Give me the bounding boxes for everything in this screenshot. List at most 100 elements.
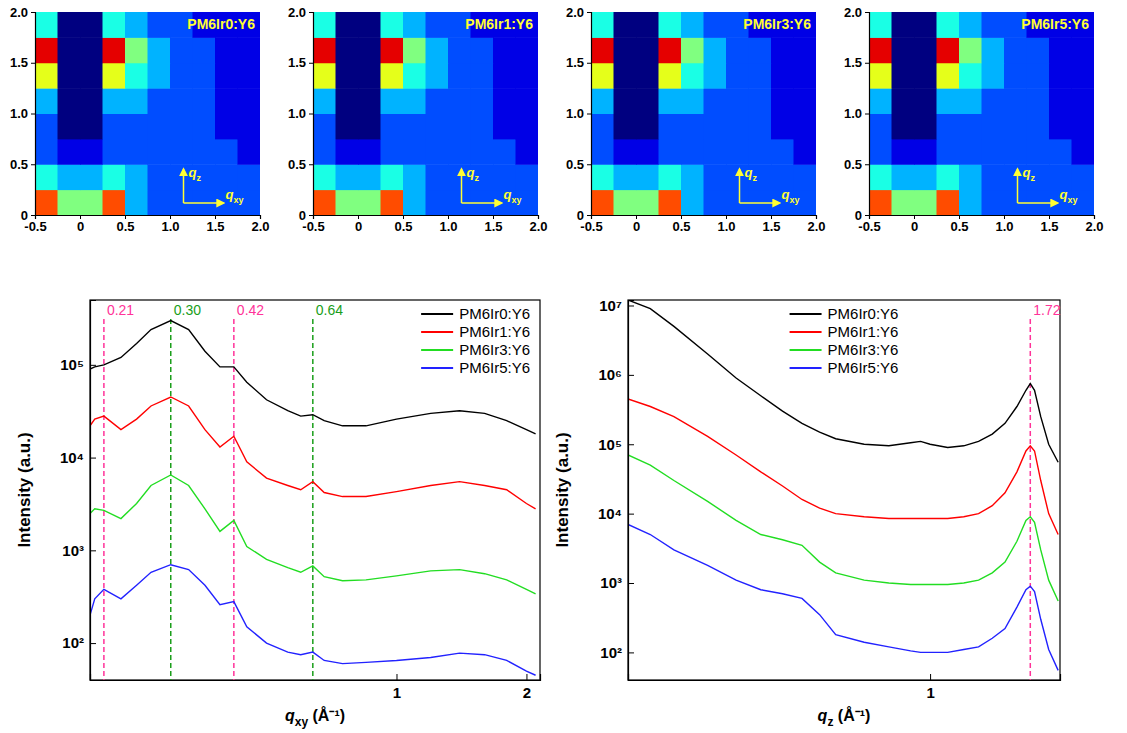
heatmap-cell xyxy=(125,190,148,215)
y-axis-line xyxy=(629,301,635,681)
heatmap-cell xyxy=(869,190,892,215)
heatmap-cell xyxy=(959,12,982,38)
legend-swatch xyxy=(790,313,822,315)
heatmap-cell xyxy=(516,164,539,190)
y-axis-tick: 1.5 xyxy=(844,55,869,70)
heatmap-cell xyxy=(58,190,81,215)
direction-arrow xyxy=(1018,202,1058,204)
arrow-label-sub: z xyxy=(752,173,757,183)
x-axis: -0.500.51.01.52.0 xyxy=(580,215,825,234)
x-axis-tick: 0.5 xyxy=(394,215,412,234)
x-axis-tick-label: 1.0 xyxy=(995,219,1013,234)
y-axis-tick-mark xyxy=(865,63,869,64)
arrow-label: qz xyxy=(1023,165,1036,183)
heatmap-cell xyxy=(125,12,148,38)
heatmap-cell xyxy=(1004,114,1027,140)
heatmap-cell xyxy=(636,63,659,89)
heatmap-cell xyxy=(749,63,772,89)
x-axis-tick: 0 xyxy=(355,215,362,234)
heatmap-cell xyxy=(238,63,261,89)
heatmap-cells xyxy=(591,12,816,215)
heatmap-cell xyxy=(336,139,359,165)
x-axis-tick: 1 xyxy=(926,674,934,701)
heatmap-cell xyxy=(426,37,449,63)
heatmap-cell xyxy=(80,37,103,63)
x-axis-tick-label: 0.5 xyxy=(950,219,968,234)
heatmap-cell xyxy=(914,139,937,165)
y-axis-line xyxy=(309,13,314,216)
heatmap-cell xyxy=(215,114,238,140)
heatmap-cell xyxy=(336,37,359,63)
heatmap-cell xyxy=(148,63,171,89)
heatmap-cell xyxy=(35,114,58,140)
direction-arrow xyxy=(1017,169,1019,203)
heatmap-cell xyxy=(493,114,516,140)
direction-arrow xyxy=(739,169,741,203)
heatmap-cell xyxy=(516,88,539,114)
heatmap-cells xyxy=(869,12,1094,215)
heatmap-cell xyxy=(1027,63,1050,89)
heatmap-cell xyxy=(1004,63,1027,89)
legend-entry: PM6Ir3:Y6 xyxy=(459,341,530,358)
legend-entry: PM6Ir5:Y6 xyxy=(828,359,899,376)
heatmap-cell xyxy=(771,139,794,165)
heatmap-cell xyxy=(614,12,637,38)
heatmap-cell xyxy=(80,88,103,114)
heatmap-cell xyxy=(493,37,516,63)
heatmap-cell xyxy=(336,88,359,114)
x-axis-title-base: q xyxy=(285,707,295,724)
heatmap-cell xyxy=(80,63,103,89)
heatmap-cell xyxy=(193,139,216,165)
y-axis-tick-mark xyxy=(31,114,35,115)
y-axis-tick: 10⁵ xyxy=(598,436,634,453)
heatmap-cell xyxy=(215,37,238,63)
heatmap-cell xyxy=(681,114,704,140)
y-axis-tick-mark xyxy=(628,514,634,515)
arrow-label: qxy xyxy=(504,187,522,205)
heatmap-cell xyxy=(892,37,915,63)
heatmap-cell xyxy=(215,139,238,165)
heatmap-cell xyxy=(982,139,1005,165)
heatmap-cell xyxy=(636,190,659,215)
x-axis-tick: 1.0 xyxy=(161,215,179,234)
x-axis-tick: 1.0 xyxy=(717,215,735,234)
series-line xyxy=(628,455,1058,601)
y-axis-tick-label: 1.5 xyxy=(844,55,862,70)
series-line xyxy=(90,475,536,594)
heatmap-cell xyxy=(125,37,148,63)
y-axis-tick-mark xyxy=(31,12,35,13)
heatmap-cell xyxy=(1072,114,1095,140)
heatmap-cell xyxy=(771,63,794,89)
y-axis-tick-label: 0 xyxy=(21,208,28,223)
heatmap-cell xyxy=(892,190,915,215)
heatmap-cell xyxy=(794,37,817,63)
heatmap-cell xyxy=(869,63,892,89)
heatmap-cell xyxy=(170,139,193,165)
heatmap-cell xyxy=(125,88,148,114)
heatmap-cell xyxy=(1072,63,1095,89)
legend-swatch xyxy=(790,331,822,333)
heatmap-cell xyxy=(238,37,261,63)
y-axis-tick-label: 2.0 xyxy=(288,5,306,20)
x-axis-line xyxy=(91,674,541,681)
heatmap-cell xyxy=(1027,88,1050,114)
heatmap-cell xyxy=(170,88,193,114)
heatmap-cell xyxy=(869,37,892,63)
y-axis-tick: 10⁷ xyxy=(599,297,634,314)
heatmap-cell xyxy=(358,139,381,165)
series-line xyxy=(628,300,1058,462)
heatmap-cell xyxy=(1004,88,1027,114)
y-axis-line xyxy=(587,13,592,216)
heatmap-cell xyxy=(125,139,148,165)
heatmap-cell xyxy=(914,164,937,190)
y-axis-tick-mark xyxy=(587,215,591,216)
y-axis-tick: 10⁵ xyxy=(60,356,96,373)
x-axis-tick: 2 xyxy=(523,674,531,701)
heatmap-cell xyxy=(1004,139,1027,165)
x-axis-tick-label: 1.5 xyxy=(762,219,780,234)
heatmap-cell xyxy=(403,114,426,140)
heatmap-cell xyxy=(914,190,937,215)
heatmap-cell xyxy=(80,139,103,165)
reference-label: 0.21 xyxy=(107,302,134,318)
heatmap-cell xyxy=(937,164,960,190)
